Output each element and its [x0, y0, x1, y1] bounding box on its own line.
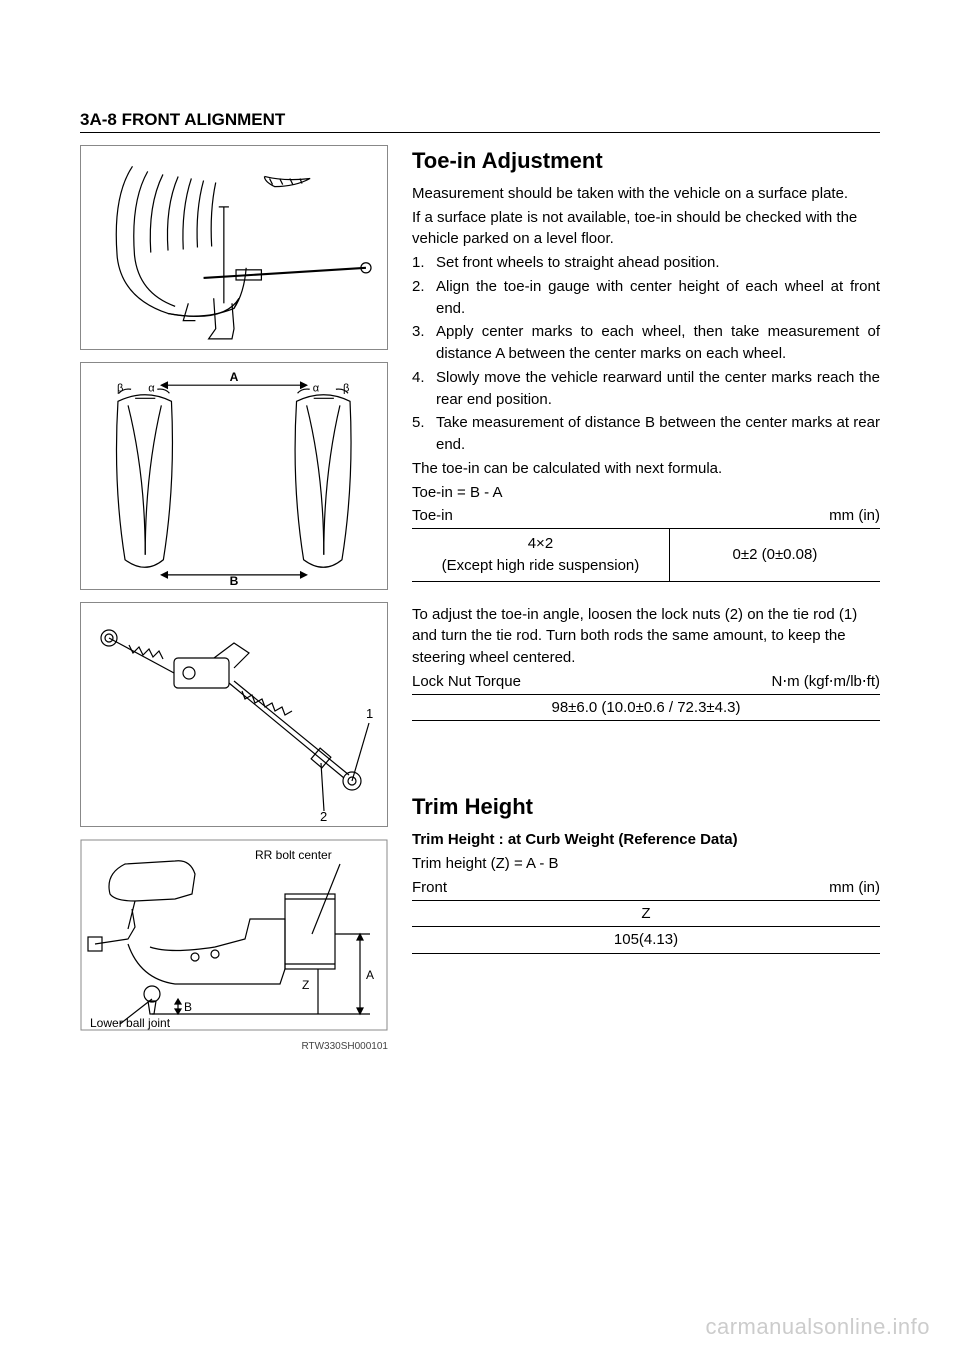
toein-table-header: Toe-in mm (in) — [412, 505, 880, 529]
callout-2: 2 — [320, 809, 327, 824]
torque-label: Lock Nut Torque — [412, 671, 521, 693]
step-5: Take measurement of distance B between t… — [436, 412, 880, 456]
toein-adjust-note: To adjust the toe-in angle, loosen the l… — [412, 604, 880, 669]
figure-toe-ab: A B β α α β — [80, 362, 388, 590]
heading-trim: Trim Height — [412, 791, 880, 823]
step-2: Align the toe-in gauge with center heigh… — [436, 276, 880, 320]
label-dim-B: B — [184, 1000, 192, 1014]
step-3: Apply center marks to each wheel, then t… — [436, 321, 880, 365]
label-rr-bolt: RR bolt center — [255, 848, 332, 862]
watermark: carmanualsonline.info — [705, 1314, 930, 1340]
text-column: Toe-in Adjustment Measurement should be … — [412, 145, 880, 1051]
trim-table-header: Front mm (in) — [412, 877, 880, 901]
toein-cond-1: 4×2 — [420, 533, 661, 555]
toein-formula: Toe-in = B - A — [412, 482, 880, 504]
heading-toein: Toe-in Adjustment — [412, 145, 880, 177]
callout-1: 1 — [366, 706, 373, 721]
toein-table-unit: mm (in) — [829, 505, 880, 527]
label-lower-ball-joint: Lower ball joint — [90, 1016, 171, 1030]
trim-value: 105(4.13) — [412, 927, 880, 954]
torque-header: Lock Nut Torque N⋅m (kgf⋅m/lb⋅ft) — [412, 671, 880, 695]
label-beta: β — [117, 382, 123, 394]
torque-value: 98±6.0 (10.0±0.6 / 72.3±4.3) — [412, 695, 880, 722]
figure-toe-gauge — [80, 145, 388, 350]
toein-spec-table: 4×2 (Except high ride suspension) 0±2 (0… — [412, 529, 880, 582]
trim-label: Front — [412, 877, 447, 899]
label-dim-A: A — [366, 968, 374, 982]
figure-column: A B β α α β — [80, 145, 388, 1051]
trim-spec-table: Z 105(4.13) — [412, 901, 880, 955]
figure-caption: RTW330SH000101 — [80, 1041, 388, 1052]
figure-tierod: 1 2 — [80, 602, 388, 827]
torque-unit: N⋅m (kgf⋅m/lb⋅ft) — [772, 671, 880, 693]
trim-formula: Trim height (Z) = A - B — [412, 853, 880, 875]
trim-subtitle: Trim Height : at Curb Weight (Reference … — [412, 829, 880, 851]
label-B: B — [230, 574, 239, 588]
toein-intro1: Measurement should be taken with the veh… — [412, 183, 880, 205]
step-4: Slowly move the vehicle rearward until t… — [436, 367, 880, 411]
step-1: Set front wheels to straight ahead posit… — [436, 252, 880, 274]
label-A: A — [230, 370, 239, 384]
toein-intro2: If a surface plate is not available, toe… — [412, 207, 880, 251]
figure-trim-height: RR bolt center A Z B Lower ball joint RT… — [80, 839, 388, 1039]
toein-table-label: Toe-in — [412, 505, 453, 527]
toein-cond-2: (Except high ride suspension) — [420, 555, 661, 577]
page-header: 3A-8 FRONT ALIGNMENT — [80, 110, 880, 133]
toein-steps: 1.Set front wheels to straight ahead pos… — [412, 252, 880, 456]
trim-unit: mm (in) — [829, 877, 880, 899]
trim-col: Z — [412, 901, 880, 927]
toein-calc-note: The toe-in can be calculated with next f… — [412, 458, 880, 480]
label-beta2: β — [343, 382, 349, 394]
toein-value: 0±2 (0±0.08) — [669, 529, 880, 581]
label-alpha2: α — [313, 382, 320, 394]
label-alpha: α — [148, 382, 155, 394]
label-dim-Z: Z — [302, 978, 309, 992]
